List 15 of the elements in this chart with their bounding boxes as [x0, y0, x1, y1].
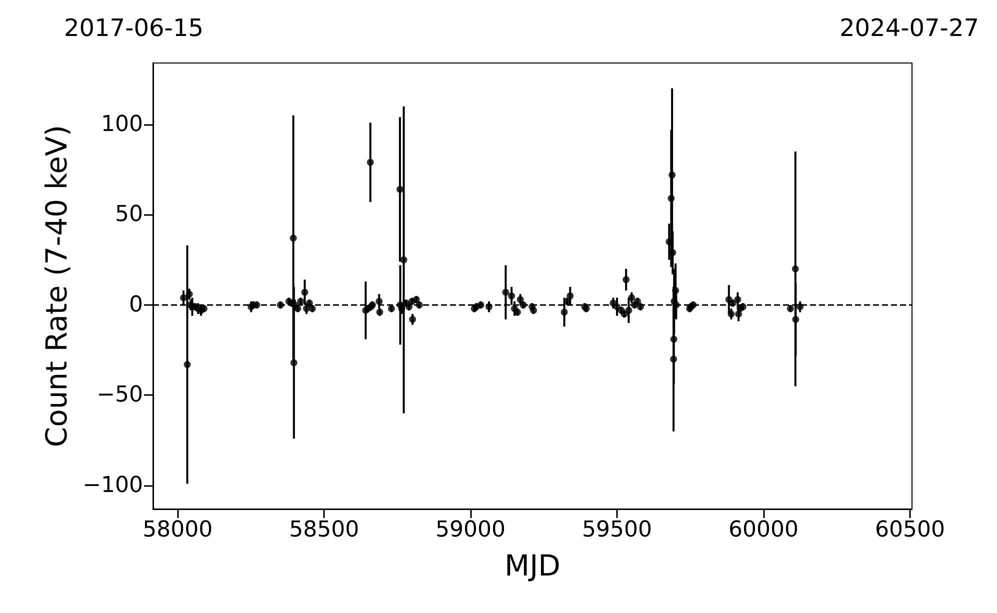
- y-tick-label: 100: [101, 112, 143, 137]
- y-tick-label: 0: [129, 292, 143, 318]
- y-axis-title: Count Rate (7-40 keV): [40, 124, 74, 448]
- x-tick-label: 60000: [728, 518, 798, 542]
- y-tick-label: 50: [115, 202, 143, 228]
- x-tick-label: 59500: [582, 518, 652, 542]
- text: 2024-07-27: [840, 14, 980, 42]
- x-tick-label: 60500: [874, 518, 945, 542]
- y-tick-label: −50: [96, 382, 143, 408]
- text: 2017-06-15: [64, 14, 204, 42]
- x-tick-label: 58500: [289, 518, 360, 542]
- x-tick-label: 58000: [142, 518, 213, 542]
- x-axis-title: MJD: [504, 548, 560, 582]
- y-tick-label: −100: [82, 473, 143, 498]
- x-tick-label: 59000: [436, 518, 506, 542]
